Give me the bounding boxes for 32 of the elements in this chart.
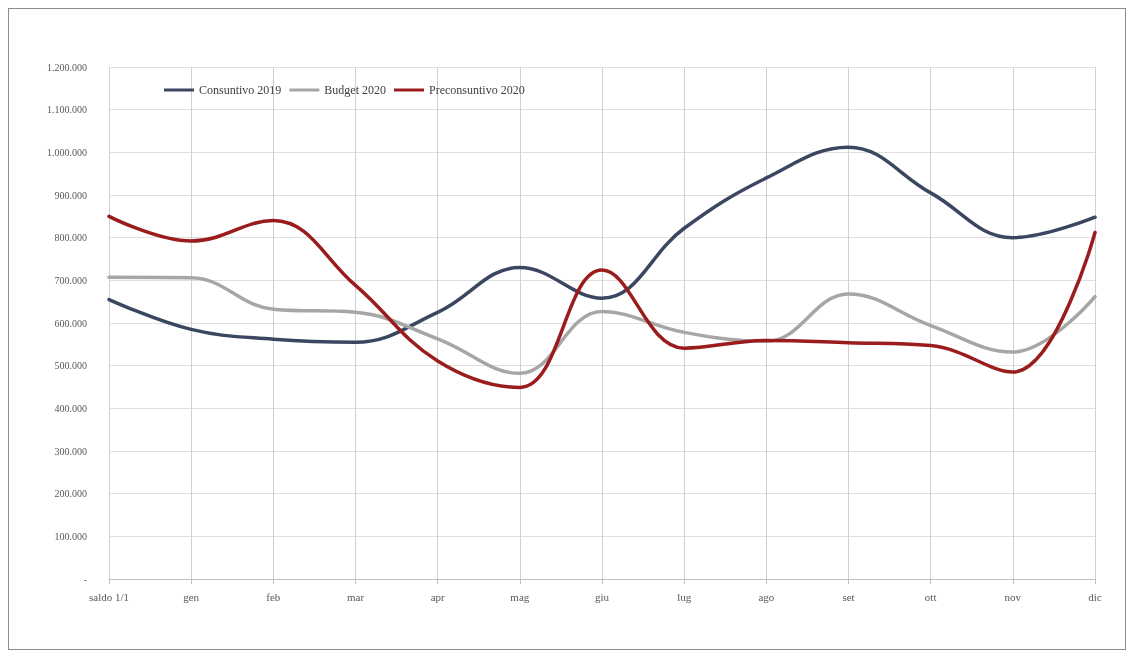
y-tick-label: 400.000	[54, 402, 87, 414]
y-tick-label: 900.000	[54, 189, 87, 201]
x-tick-label: gen	[183, 590, 200, 603]
y-tick-label: -	[83, 573, 87, 585]
x-tick-label: nov	[1004, 590, 1022, 603]
x-tick-label: set	[842, 590, 855, 603]
x-tick-label: mag	[510, 590, 530, 603]
legend-label: Budget 2020	[324, 83, 387, 97]
y-tick-label: 1.200.000	[47, 61, 87, 73]
legend-label: Preconsuntivo 2020	[429, 83, 525, 97]
y-tick-label: 700.000	[54, 274, 87, 286]
x-tick-label: dic	[1088, 590, 1102, 603]
y-tick-label: 600.000	[54, 317, 87, 329]
x-tick-label: mar	[346, 590, 365, 603]
x-tick-label: lug	[677, 590, 692, 603]
y-tick-label: 1.100.000	[47, 104, 87, 116]
y-tick-label: 500.000	[54, 360, 87, 372]
line-series	[107, 145, 1097, 344]
line-series	[107, 275, 1097, 376]
legend-label: Consuntivo 2019	[199, 83, 282, 97]
x-tick-label: ott	[924, 590, 937, 603]
x-tick-label: apr	[430, 590, 446, 603]
y-tick-label: 1.000.000	[47, 146, 87, 158]
x-tick-label: giu	[594, 590, 610, 603]
x-tick-label: feb	[266, 590, 281, 603]
line-series	[107, 214, 1097, 390]
y-tick-label: 100.000	[54, 530, 87, 542]
y-tick-label: 800.000	[54, 232, 87, 244]
y-tick-label: 200.000	[54, 488, 87, 500]
y-tick-label: 300.000	[54, 445, 87, 457]
x-tick-label: saldo 1/1	[88, 590, 130, 603]
x-tick-label: ago	[758, 590, 775, 603]
